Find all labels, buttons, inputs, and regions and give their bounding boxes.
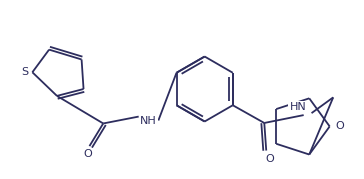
Text: NH: NH [140, 115, 157, 125]
Text: HN: HN [289, 102, 306, 112]
Text: S: S [21, 67, 28, 77]
Text: O: O [266, 154, 274, 164]
Text: O: O [83, 149, 92, 159]
Text: O: O [335, 121, 344, 131]
